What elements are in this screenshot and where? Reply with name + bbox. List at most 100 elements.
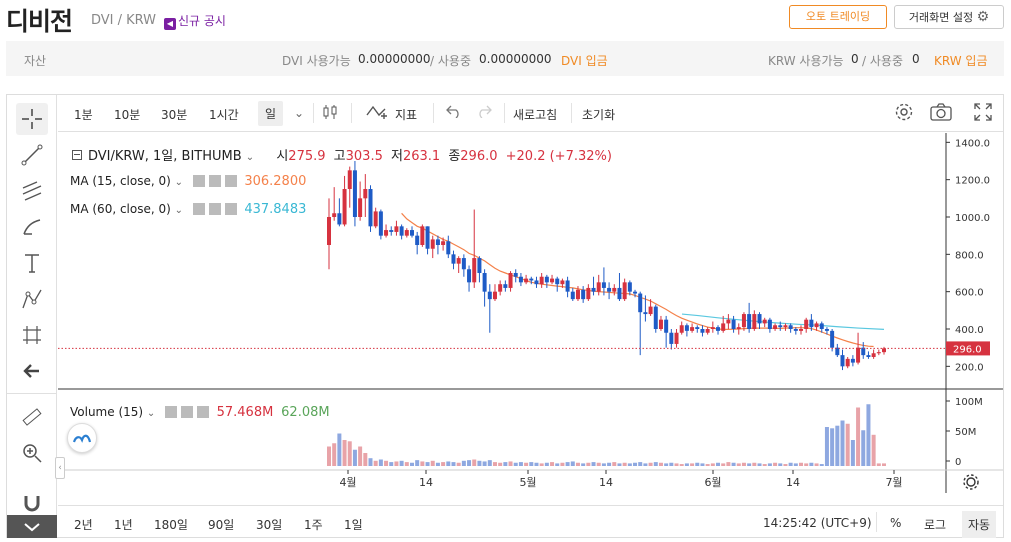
candle-body: [477, 258, 482, 273]
fullscreen-icon[interactable]: [974, 103, 992, 124]
change-value: +20.2 (+7.32%): [505, 149, 612, 164]
auto-toggle[interactable]: 자동: [962, 511, 997, 538]
undo-icon[interactable]: [446, 104, 462, 121]
range-30d[interactable]: 30일: [256, 518, 283, 532]
indicator-icon[interactable]: [366, 103, 390, 122]
interval-10m[interactable]: 10분: [114, 108, 141, 122]
collapse-toolbar-button[interactable]: [7, 515, 57, 538]
screen-settings-button[interactable]: 거래화면 설정 ⚙: [894, 5, 1004, 29]
volume-bar: [550, 462, 555, 466]
candle-type-icon[interactable]: [322, 103, 338, 124]
reset-button[interactable]: 초기화: [582, 108, 616, 122]
percent-toggle[interactable]: %: [890, 516, 902, 530]
candle-body: [591, 287, 596, 292]
volume-bar: [565, 462, 570, 466]
interval-1h[interactable]: 1시간: [209, 108, 239, 122]
crosshair-tool-icon[interactable]: [16, 103, 48, 135]
text-tool-icon[interactable]: [16, 247, 48, 279]
zoom-in-icon[interactable]: [16, 437, 48, 469]
candle-body: [327, 217, 331, 245]
price-tick-label: 1400.0: [955, 138, 990, 149]
range-90d[interactable]: 90일: [208, 518, 235, 532]
magnet-tool-icon[interactable]: [16, 487, 48, 519]
back-arrow-icon[interactable]: [16, 355, 48, 387]
price-chart[interactable]: 1400.0 1200.0 1000.0 800.0 600.0 400.0 200.0 10…: [58, 133, 1003, 505]
ma15-dropdown-icon[interactable]: ⌄: [174, 177, 184, 188]
candle-body: [513, 273, 518, 277]
collapse-legend-icon[interactable]: [72, 150, 82, 160]
symbol-dropdown-icon[interactable]: ⌄: [245, 152, 255, 163]
price-tick-label: 200.0: [955, 362, 984, 373]
expand-panel-handle[interactable]: ‹: [55, 457, 65, 479]
ruler-tool-icon[interactable]: [16, 401, 48, 433]
candle-body: [399, 226, 404, 236]
time-tick-label: 14: [599, 476, 613, 489]
range-1w[interactable]: 1주: [304, 518, 323, 532]
eye-icon[interactable]: [192, 203, 205, 215]
eye-icon[interactable]: [165, 406, 178, 418]
camera-icon[interactable]: [930, 103, 952, 124]
volume-bar: [363, 453, 368, 466]
candle-body: [731, 319, 736, 329]
range-2y[interactable]: 2년: [74, 518, 93, 532]
notice-icon: ◀: [164, 18, 176, 30]
volume-bar: [861, 430, 866, 466]
range-180d[interactable]: 180일: [154, 518, 188, 532]
volume-bar: [389, 462, 394, 466]
refresh-button[interactable]: 새로고침: [513, 108, 558, 122]
auto-trading-button[interactable]: 오토 트레이딩: [789, 5, 887, 29]
volume-bar: [586, 462, 591, 466]
volume-bars: [327, 404, 886, 466]
candle-body: [679, 325, 684, 333]
range-1d[interactable]: 1일: [344, 518, 363, 532]
candle-body: [451, 254, 456, 264]
range-1y[interactable]: 1년: [114, 518, 133, 532]
candle-body: [409, 230, 414, 236]
interval-dropdown-icon[interactable]: ⌄: [294, 106, 305, 120]
candle-body: [757, 314, 762, 324]
volume-bar: [633, 462, 638, 466]
redo-icon[interactable]: [476, 104, 492, 121]
new-notice-link[interactable]: ◀ 신규 공시: [164, 12, 226, 30]
ma60-dropdown-icon[interactable]: ⌄: [174, 205, 184, 216]
interval-day[interactable]: 일: [258, 101, 284, 126]
settings-icon[interactable]: [180, 406, 193, 418]
candle-body: [783, 325, 788, 328]
settings-icon[interactable]: [208, 203, 221, 215]
volume-bar: [373, 460, 378, 466]
candle-body: [529, 278, 534, 281]
volume-bar: [570, 461, 575, 466]
settings-icon[interactable]: [208, 175, 221, 187]
interval-1m[interactable]: 1분: [74, 108, 93, 122]
interval-30m[interactable]: 30분: [161, 108, 188, 122]
fib-tool-icon[interactable]: [16, 175, 48, 207]
volume-bar: [804, 463, 809, 466]
remove-icon[interactable]: [224, 203, 237, 215]
volume-bar: [788, 462, 793, 466]
volume-bar: [332, 443, 337, 466]
remove-icon[interactable]: [196, 406, 209, 418]
krw-deposit-link[interactable]: KRW 입금: [934, 54, 988, 68]
indicator-button[interactable]: 지표: [395, 108, 418, 122]
time-settings-gear-icon[interactable]: [963, 474, 979, 490]
time-tick-label: 5월: [519, 476, 536, 489]
last-price-tag: [946, 341, 990, 356]
volume-bar: [461, 460, 466, 466]
time-tick-label: 4월: [339, 476, 356, 489]
brush-tool-icon[interactable]: [16, 211, 48, 243]
log-toggle[interactable]: 로그: [924, 518, 947, 532]
settings-gear-icon[interactable]: [894, 102, 914, 125]
volume-bar: [612, 462, 617, 466]
dvi-deposit-link[interactable]: DVI 입금: [561, 54, 608, 68]
trading-pair[interactable]: DVI / KRW: [91, 13, 157, 28]
pattern-tool-icon[interactable]: [16, 283, 48, 315]
volume-bar: [399, 460, 404, 466]
candle-body: [835, 347, 840, 356]
volume-bar: [617, 463, 622, 466]
prediction-tool-icon[interactable]: [16, 319, 48, 351]
trend-line-tool-icon[interactable]: [16, 139, 48, 171]
volume-dropdown-icon[interactable]: ⌄: [146, 408, 156, 419]
remove-icon[interactable]: [224, 175, 237, 187]
eye-icon[interactable]: [192, 175, 205, 187]
candle-body: [824, 329, 829, 331]
